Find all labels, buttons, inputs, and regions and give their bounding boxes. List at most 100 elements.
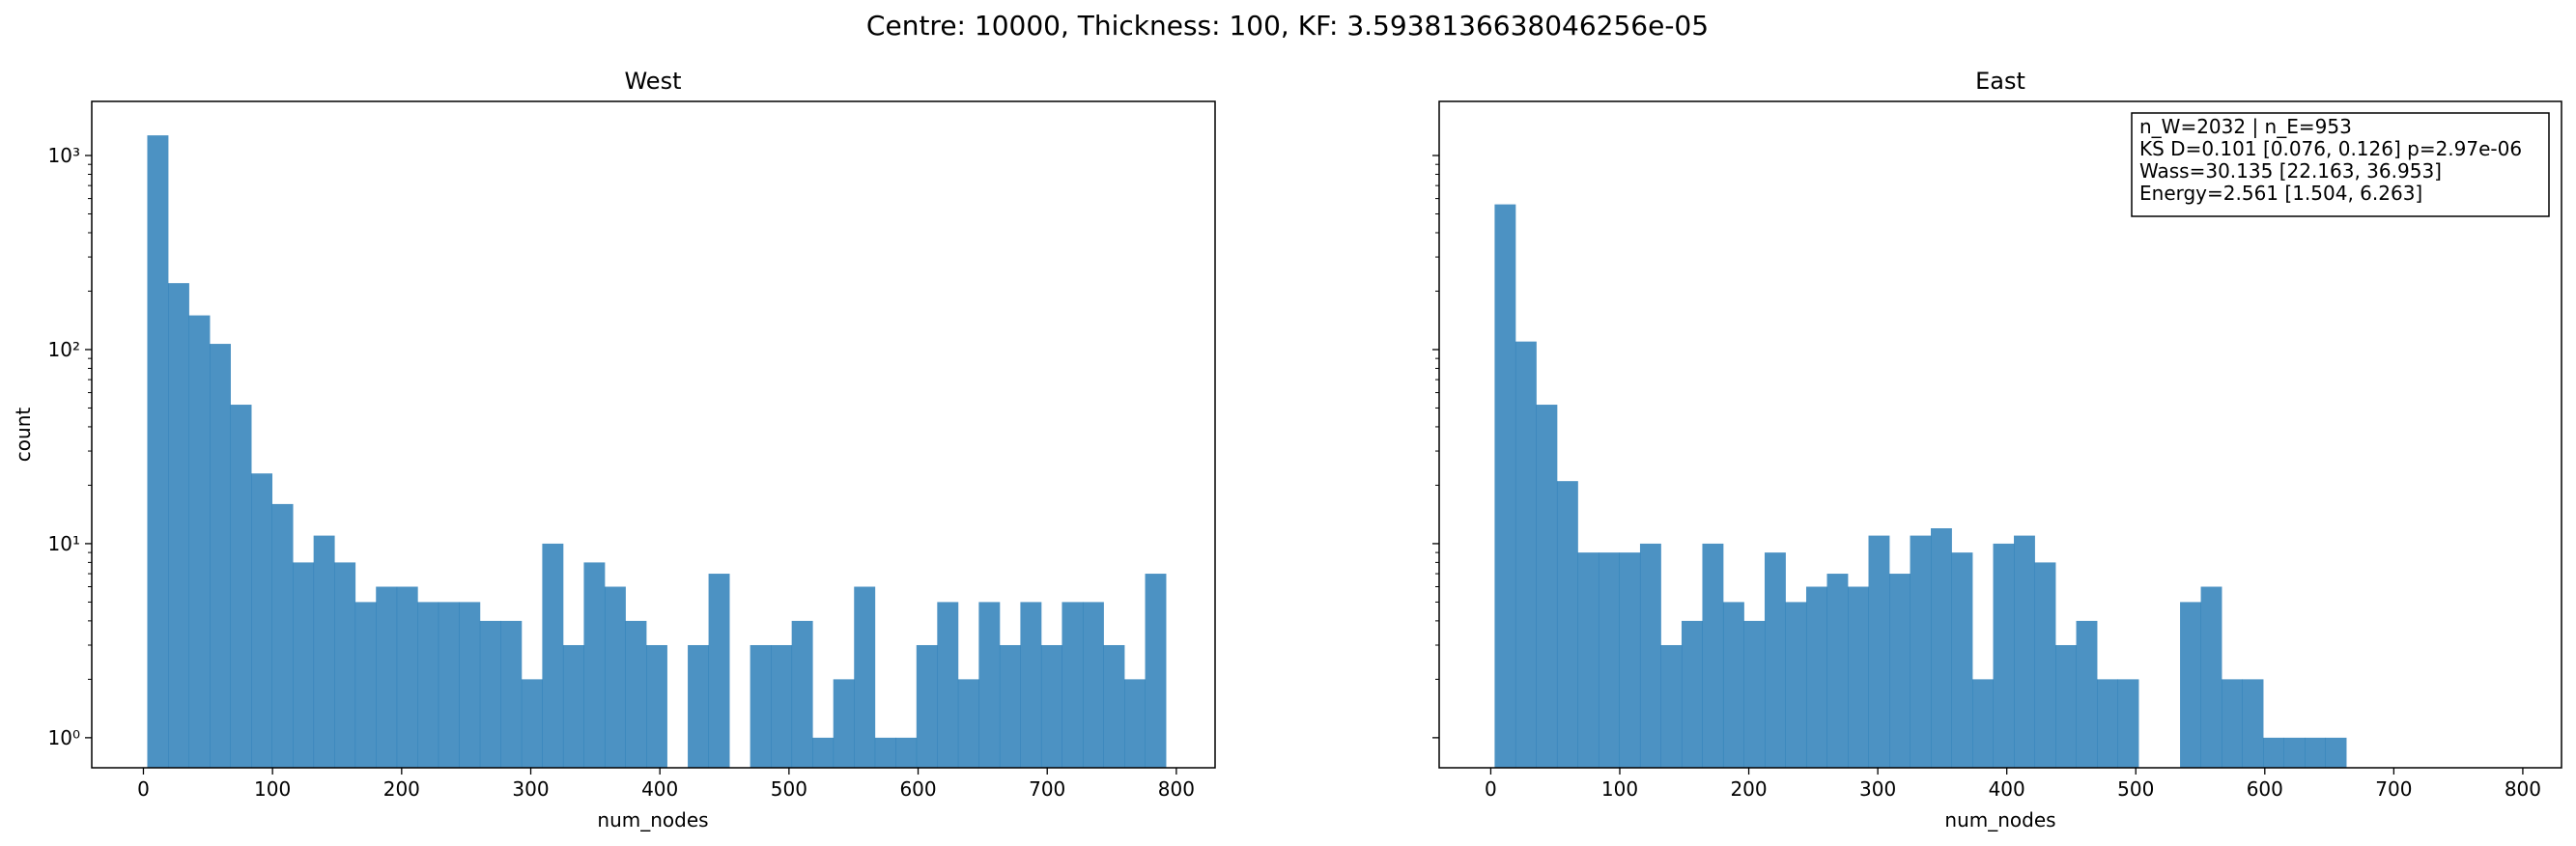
east-bars xyxy=(1494,204,2347,768)
west-bar xyxy=(1020,602,1042,768)
east-bar xyxy=(2014,535,2035,768)
east-bar xyxy=(1868,535,1890,768)
west-title: West xyxy=(624,68,681,95)
west-axes-frame xyxy=(91,100,1216,769)
west-bar xyxy=(874,737,896,768)
west-bar xyxy=(188,315,211,768)
west-xtick-label: 100 xyxy=(254,777,291,801)
panel-west: West 0 100 200 300 400 500 600 700 800 10⁰ 10¹ 10² 1… xyxy=(12,68,1216,832)
east-bar xyxy=(1847,586,1869,768)
west-xtick-label: 0 xyxy=(137,777,150,801)
west-bar xyxy=(1082,602,1104,768)
west-ytick-label: 10⁰ xyxy=(48,726,80,749)
east-title: East xyxy=(1975,68,2025,95)
west-bar xyxy=(376,586,398,768)
east-xtick-label: 100 xyxy=(1601,777,1638,801)
east-bar xyxy=(2305,737,2326,768)
west-bar xyxy=(1103,644,1125,768)
east-bar xyxy=(1826,574,1849,768)
west-xtick-label: 300 xyxy=(512,777,549,801)
west-bar xyxy=(230,405,252,768)
west-bar xyxy=(500,620,523,768)
east-bar xyxy=(2222,679,2243,768)
east-xtick-label: 300 xyxy=(1859,777,1896,801)
west-bar xyxy=(417,602,439,768)
west-xtick-label: 700 xyxy=(1029,777,1065,801)
west-bar xyxy=(521,679,543,768)
west-xtick-label: 600 xyxy=(899,777,936,801)
west-bar xyxy=(1062,602,1084,768)
west-bar xyxy=(978,602,1001,768)
west-bar xyxy=(271,503,294,768)
west-xtick-label: 400 xyxy=(641,777,678,801)
east-xtick-label: 0 xyxy=(1485,777,1497,801)
west-bar xyxy=(459,602,481,768)
west-bar xyxy=(168,283,189,768)
west-bar xyxy=(688,644,709,768)
figure-title: Centre: 10000, Thickness: 100, KF: 3.593… xyxy=(866,10,1709,42)
west-ylabel: count xyxy=(12,408,35,463)
east-bar xyxy=(1931,528,1952,768)
east-bar xyxy=(1889,574,1911,768)
west-xlabel: num_nodes xyxy=(597,808,708,832)
east-bar xyxy=(1577,552,1599,768)
east-bar xyxy=(2034,562,2056,768)
east-axes-frame xyxy=(1438,100,2562,769)
west-ticks: 0 100 200 300 400 500 600 700 800 10⁰ 10¹ 10² 10³ xyxy=(48,144,1195,801)
west-ytick-label: 10³ xyxy=(48,144,80,167)
west-bar xyxy=(479,620,501,768)
east-bar xyxy=(2263,737,2284,768)
west-bar xyxy=(354,602,377,768)
west-bar xyxy=(542,543,564,768)
west-bar xyxy=(251,473,273,768)
east-xtick-label: 600 xyxy=(2247,777,2283,801)
west-bar xyxy=(147,135,169,768)
east-bar xyxy=(2325,737,2347,768)
west-bar xyxy=(210,344,231,768)
east-bar xyxy=(1972,679,1994,768)
east-bar xyxy=(1993,543,2015,768)
east-xtick-label: 500 xyxy=(2117,777,2154,801)
west-bar xyxy=(646,644,667,768)
east-bar xyxy=(2242,679,2264,768)
west-bar xyxy=(583,562,606,768)
east-xtick-label: 400 xyxy=(1989,777,2025,801)
east-bar xyxy=(1910,535,1932,768)
west-bar xyxy=(438,602,460,768)
east-bar xyxy=(1514,341,1537,768)
east-bar xyxy=(1660,644,1683,768)
east-bar xyxy=(2055,644,2077,768)
west-bar xyxy=(1145,574,1167,768)
west-bar xyxy=(708,574,730,768)
west-bar xyxy=(812,737,835,768)
stats-legend-frame xyxy=(2131,112,2550,217)
west-bar xyxy=(604,586,626,768)
east-xtick-label: 800 xyxy=(2505,777,2541,801)
west-bar xyxy=(895,737,918,768)
east-bar xyxy=(1619,552,1641,768)
stats-line-wass: Wass=30.135 [22.163, 36.953] xyxy=(2139,159,2442,183)
west-bar xyxy=(916,644,938,768)
east-bar xyxy=(1805,586,1827,768)
panel-east: East 0 100 200 300 400 500 600 700 800 num_nodes… xyxy=(1432,68,2562,832)
stats-line-energy: Energy=2.561 [1.504, 6.263] xyxy=(2139,182,2422,205)
west-bar xyxy=(625,620,647,768)
east-ticks: 0 100 200 300 400 500 600 700 800 xyxy=(1432,155,2541,801)
west-bar xyxy=(937,602,959,768)
east-xlabel: num_nodes xyxy=(1944,808,2055,832)
east-bar xyxy=(2283,737,2306,768)
east-bar xyxy=(1951,552,1973,768)
west-bar xyxy=(771,644,793,768)
east-bar xyxy=(1494,204,1516,768)
stats-line-counts: n_W=2032 | n_E=953 xyxy=(2139,115,2352,138)
west-bar xyxy=(833,679,855,768)
west-bar xyxy=(1124,679,1146,768)
stats-legend-box: n_W=2032 | n_E=953 KS D=0.101 [0.076, 0.… xyxy=(2131,112,2550,217)
west-xtick-label: 800 xyxy=(1158,777,1195,801)
east-bar xyxy=(2117,679,2139,768)
west-bar xyxy=(957,679,979,768)
east-xtick-label: 200 xyxy=(1730,777,1767,801)
west-ytick-label: 10² xyxy=(48,338,80,361)
west-xtick-label: 500 xyxy=(771,777,807,801)
west-ytick-label: 10¹ xyxy=(48,532,80,555)
